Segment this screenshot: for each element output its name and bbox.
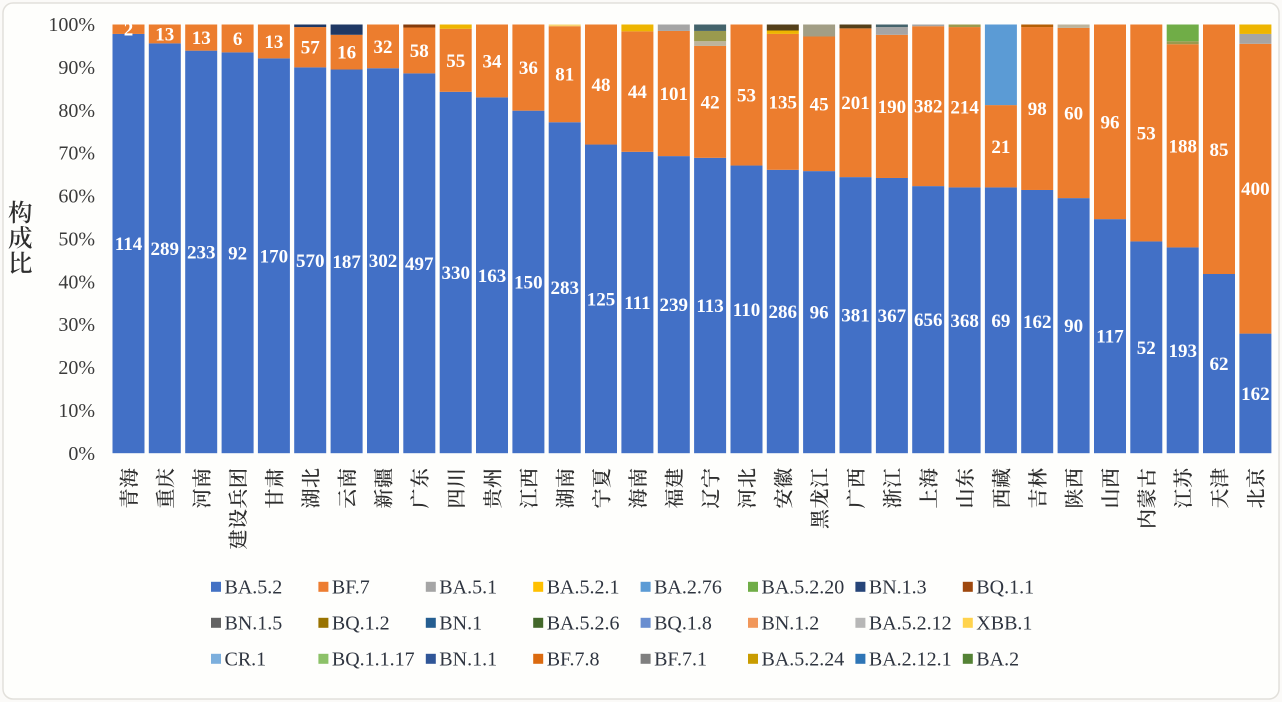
svg-text:13: 13 <box>155 24 174 45</box>
svg-text:330: 330 <box>441 263 470 284</box>
svg-text:100%: 100% <box>48 14 95 36</box>
svg-text:BF.7.8: BF.7.8 <box>547 648 600 670</box>
svg-text:283: 283 <box>550 278 579 299</box>
svg-text:BF.7.1: BF.7.1 <box>654 648 707 670</box>
svg-text:48: 48 <box>592 75 611 96</box>
svg-text:13: 13 <box>264 32 283 53</box>
svg-text:96: 96 <box>1101 112 1120 133</box>
svg-text:60%: 60% <box>58 186 95 208</box>
svg-text:81: 81 <box>555 65 574 86</box>
svg-text:381: 381 <box>841 306 870 327</box>
svg-text:16: 16 <box>337 43 356 64</box>
svg-text:302: 302 <box>369 251 398 272</box>
svg-text:162: 162 <box>1241 384 1270 405</box>
svg-text:45: 45 <box>810 94 829 115</box>
svg-text:BA.5.2.12: BA.5.2.12 <box>869 612 952 634</box>
svg-text:BQ.1.1: BQ.1.1 <box>976 576 1034 598</box>
svg-text:162: 162 <box>1023 312 1052 333</box>
svg-text:50%: 50% <box>58 228 95 250</box>
svg-text:6: 6 <box>233 29 243 50</box>
svg-text:0%: 0% <box>68 443 95 465</box>
svg-text:BA.5.1: BA.5.1 <box>439 576 497 598</box>
svg-text:BQ.1.1.17: BQ.1.1.17 <box>332 648 415 670</box>
svg-text:58: 58 <box>410 41 429 62</box>
svg-text:BN.1.1: BN.1.1 <box>439 648 497 670</box>
svg-text:BA.5.2.20: BA.5.2.20 <box>762 576 845 598</box>
svg-text:2: 2 <box>124 20 134 41</box>
svg-text:367: 367 <box>878 306 907 327</box>
svg-text:34: 34 <box>483 51 503 72</box>
svg-text:XBB.1: XBB.1 <box>976 612 1032 634</box>
svg-text:98: 98 <box>1028 99 1047 120</box>
svg-text:BF.7: BF.7 <box>332 576 370 598</box>
svg-text:188: 188 <box>1168 136 1197 157</box>
svg-text:117: 117 <box>1096 327 1124 348</box>
svg-text:135: 135 <box>769 92 798 113</box>
svg-text:187: 187 <box>332 252 361 273</box>
svg-text:96: 96 <box>810 303 829 324</box>
svg-text:656: 656 <box>914 310 943 331</box>
svg-text:BA.5.2: BA.5.2 <box>225 576 283 598</box>
svg-text:163: 163 <box>478 266 507 287</box>
svg-text:CR.1: CR.1 <box>225 648 267 670</box>
svg-text:BA.5.2.1: BA.5.2.1 <box>547 576 620 598</box>
svg-text:114: 114 <box>115 234 143 255</box>
svg-text:BN.1.5: BN.1.5 <box>225 612 283 634</box>
svg-text:92: 92 <box>228 243 247 264</box>
svg-text:BQ.1.2: BQ.1.2 <box>332 612 390 634</box>
svg-text:214: 214 <box>950 98 979 119</box>
svg-text:113: 113 <box>696 296 723 317</box>
svg-text:30%: 30% <box>58 314 95 336</box>
svg-text:52: 52 <box>1137 338 1156 359</box>
svg-text:44: 44 <box>628 82 648 103</box>
svg-text:13: 13 <box>192 28 211 49</box>
svg-text:62: 62 <box>1210 354 1229 375</box>
svg-text:101: 101 <box>660 84 689 105</box>
svg-text:570: 570 <box>296 251 325 272</box>
svg-text:60: 60 <box>1064 104 1083 125</box>
svg-text:10%: 10% <box>58 400 95 422</box>
svg-text:80%: 80% <box>58 100 95 122</box>
svg-text:BQ.1.8: BQ.1.8 <box>654 612 712 634</box>
svg-text:53: 53 <box>1137 124 1156 145</box>
svg-text:57: 57 <box>301 38 321 59</box>
svg-text:497: 497 <box>405 254 434 275</box>
svg-text:BN.1: BN.1 <box>439 612 482 634</box>
svg-text:55: 55 <box>446 51 465 72</box>
svg-text:BN.1.2: BN.1.2 <box>762 612 820 634</box>
svg-text:20%: 20% <box>58 357 95 379</box>
svg-text:286: 286 <box>769 302 798 323</box>
svg-text:382: 382 <box>914 97 943 118</box>
svg-text:BN.1.3: BN.1.3 <box>869 576 927 598</box>
svg-text:BA.5.2.24: BA.5.2.24 <box>762 648 845 670</box>
svg-text:BA.2.12.1: BA.2.12.1 <box>869 648 952 670</box>
svg-text:BA.5.2.6: BA.5.2.6 <box>547 612 620 634</box>
svg-text:36: 36 <box>519 58 538 79</box>
svg-text:170: 170 <box>260 246 289 267</box>
svg-text:110: 110 <box>733 300 760 321</box>
svg-text:85: 85 <box>1210 140 1229 161</box>
svg-text:BA.2.76: BA.2.76 <box>654 576 722 598</box>
svg-text:90%: 90% <box>58 57 95 79</box>
svg-text:125: 125 <box>587 289 616 310</box>
svg-text:69: 69 <box>991 311 1010 332</box>
svg-text:90: 90 <box>1064 316 1083 337</box>
svg-text:70%: 70% <box>58 143 95 165</box>
svg-text:150: 150 <box>514 272 543 293</box>
svg-text:42: 42 <box>701 92 720 113</box>
svg-text:111: 111 <box>624 293 650 314</box>
svg-text:239: 239 <box>660 295 689 316</box>
svg-text:289: 289 <box>151 239 180 260</box>
svg-text:21: 21 <box>991 137 1010 158</box>
svg-text:193: 193 <box>1168 341 1197 362</box>
svg-text:32: 32 <box>374 37 393 58</box>
svg-text:201: 201 <box>841 93 870 114</box>
svg-text:BA.2: BA.2 <box>976 648 1019 670</box>
svg-text:368: 368 <box>950 311 979 332</box>
svg-text:190: 190 <box>878 97 907 118</box>
svg-text:400: 400 <box>1241 179 1270 200</box>
svg-text:233: 233 <box>187 242 216 263</box>
svg-text:40%: 40% <box>58 271 95 293</box>
svg-text:53: 53 <box>737 86 756 107</box>
